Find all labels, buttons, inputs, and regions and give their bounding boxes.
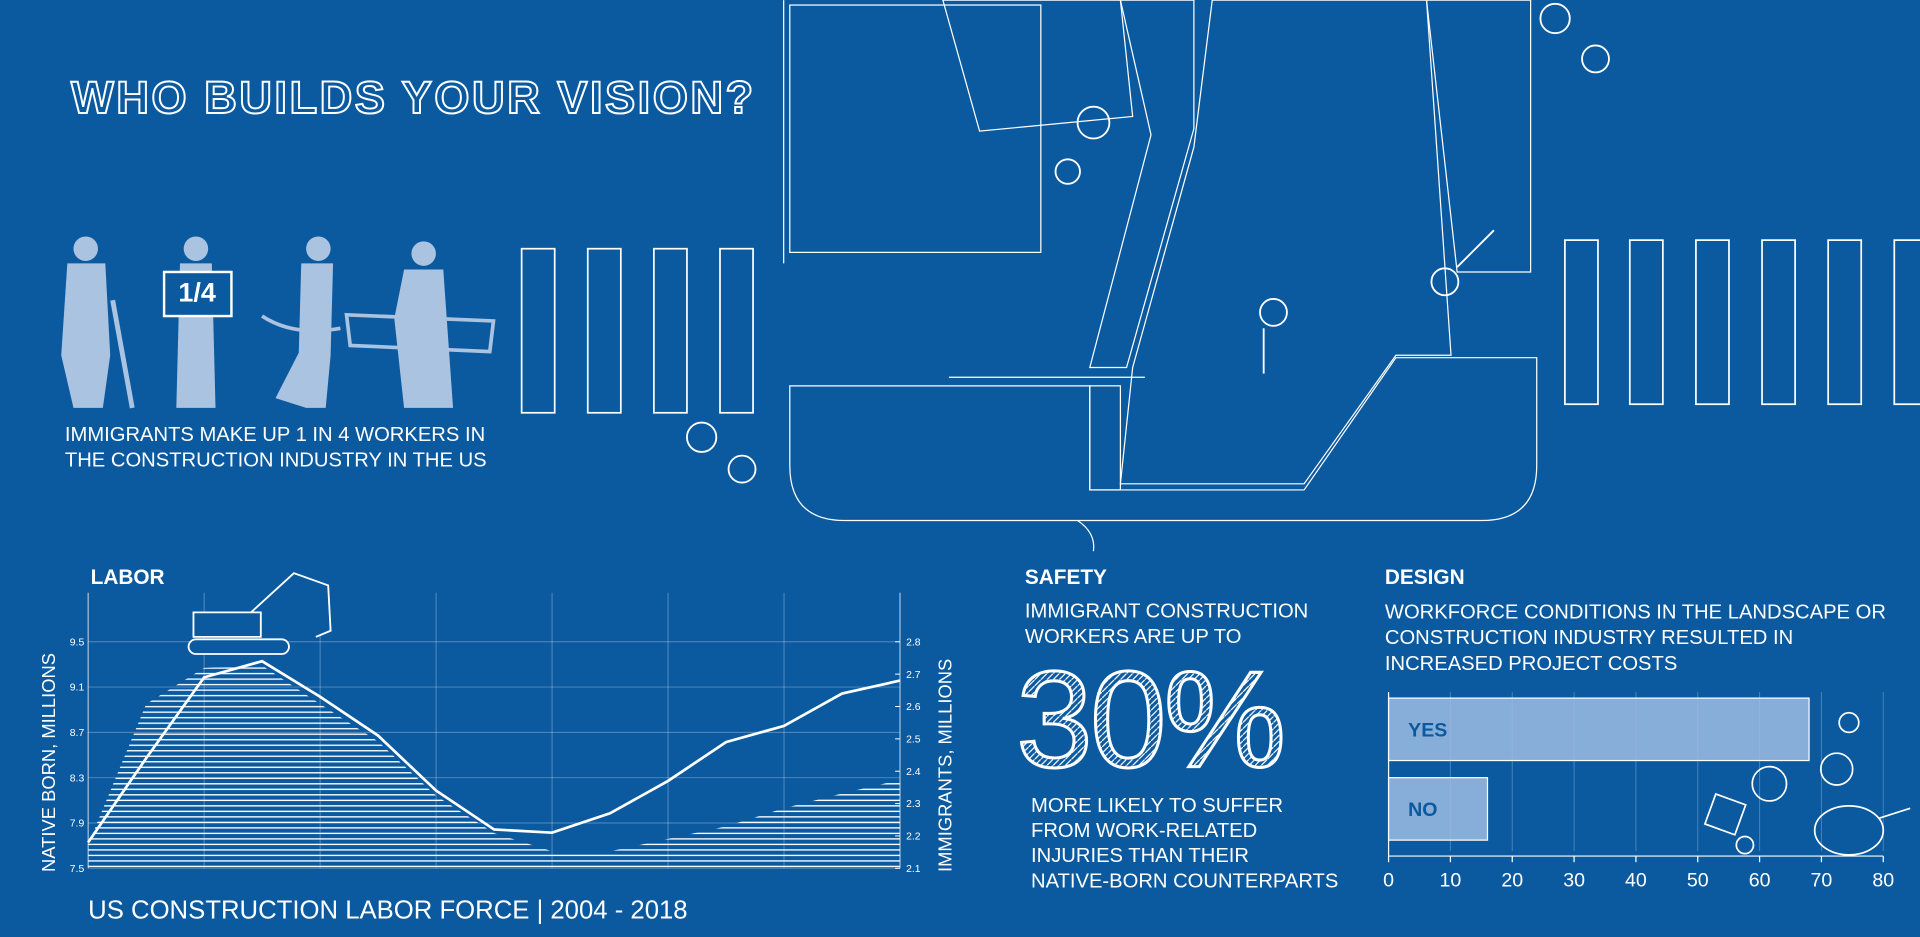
x-tick-label: 50 (1687, 870, 1709, 892)
y2-tick-label: 2.4 (906, 767, 921, 778)
y-axis-label: NATIVE BORN, MILLIONS (38, 653, 59, 872)
y2-tick-label: 2.7 (906, 670, 921, 681)
y2-tick-label: 2.6 (906, 702, 921, 713)
bar (1387, 697, 1810, 762)
y-tick-label: 8.3 (70, 773, 85, 784)
text-line: IMMIGRANTS MAKE UP 1 IN 4 WORKERS IN (65, 424, 485, 446)
text-line: MORE LIKELY TO SUFFER (1031, 795, 1283, 817)
text-line: INCREASED PROJECT COSTS (1385, 653, 1677, 675)
y2-tick-label: 2.1 (906, 864, 921, 875)
x-tick-label: 60 (1749, 870, 1771, 892)
text-line: THE CONSTRUCTION INDUSTRY IN THE US (65, 450, 487, 472)
x-tick-label: 10 (1440, 870, 1462, 892)
x-tick-label: 80 (1872, 870, 1894, 892)
section-heading: SAFETY (1025, 566, 1107, 589)
text-line: INJURIES THAN THEIR (1031, 845, 1249, 867)
worker-silhouettes (61, 236, 496, 409)
text-line: IMMIGRANT CONSTRUCTION (1025, 600, 1308, 622)
excavator (187, 572, 332, 655)
y-tick-label: 9.5 (70, 637, 85, 648)
section-heading: LABOR (91, 566, 165, 589)
chart-caption: US CONSTRUCTION LABOR FORCE | 2004 - 201… (88, 897, 687, 925)
category-label: YES (1408, 720, 1447, 742)
text-line: WORKERS ARE UP TO (1025, 626, 1242, 648)
text-line: WORKFORCE CONDITIONS IN THE LANDSCAPE OR (1385, 602, 1886, 624)
text-line: CONSTRUCTION INDUSTRY RESULTED IN (1385, 627, 1793, 649)
category-label: NO (1408, 799, 1437, 821)
design-chart: 0 10 20 30 40 50 60 70 80 YES NO (1383, 691, 1894, 892)
stat-figure: 30% (1016, 644, 1283, 797)
y2-tick-label: 2.2 (906, 832, 921, 843)
text-line: NATIVE-BORN COUNTERPARTS (1031, 870, 1338, 892)
labor-chart: 7.5 7.9 8.3 8.7 9.1 9.5 2.1 2.2 2.3 2.4 2.5 2.6 2.7 2… (38, 572, 955, 875)
line (87, 659, 901, 844)
x-tick-label: 0 (1383, 870, 1394, 892)
sign-text: 1/4 (178, 277, 215, 307)
worker-illustration (1703, 711, 1911, 856)
y2-tick-label: 2.5 (906, 735, 921, 746)
y-tick-label: 9.1 (70, 683, 85, 694)
site-plan (520, 0, 1920, 552)
y2-tick-label: 2.3 (906, 799, 921, 810)
section-heading: DESIGN (1385, 566, 1465, 589)
x-tick-label: 40 (1625, 870, 1647, 892)
x-tick-label: 20 (1501, 870, 1523, 892)
area (88, 665, 900, 869)
x-tick-label: 70 (1811, 870, 1833, 892)
y-tick-label: 7.5 (70, 864, 85, 875)
page-title: WHO BUILDS YOUR VISION? (71, 72, 756, 123)
bar (1387, 777, 1489, 841)
y-tick-label: 7.9 (70, 819, 85, 830)
y2-tick-label: 2.8 (906, 637, 921, 648)
y2-axis-label: IMMIGRANTS, MILLIONS (934, 659, 955, 872)
x-tick-label: 30 (1563, 870, 1585, 892)
text-line: FROM WORK-RELATED (1031, 820, 1257, 842)
y-tick-label: 8.7 (70, 728, 85, 739)
